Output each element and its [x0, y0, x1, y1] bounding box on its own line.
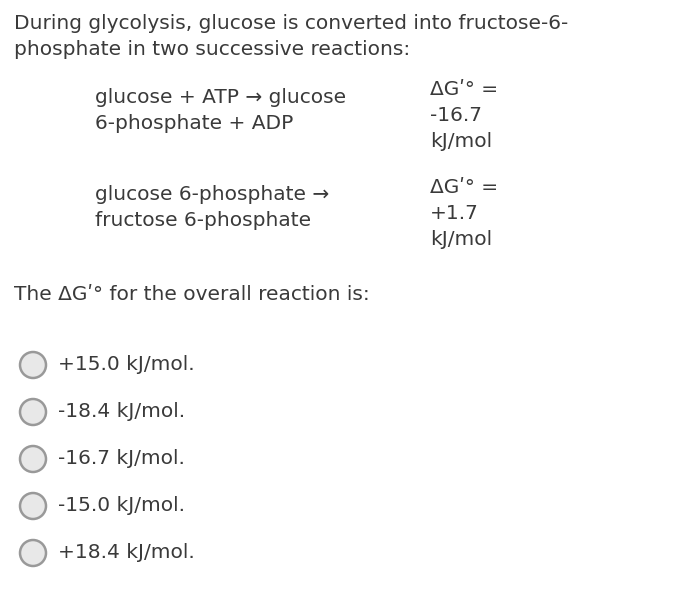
Circle shape: [20, 446, 46, 472]
Text: -15.0 kJ/mol.: -15.0 kJ/mol.: [58, 496, 185, 515]
Text: fructose 6-phosphate: fructose 6-phosphate: [95, 211, 311, 230]
Text: 6-phosphate + ADP: 6-phosphate + ADP: [95, 114, 293, 133]
Circle shape: [20, 493, 46, 519]
Text: ΔGʹ° =: ΔGʹ° =: [430, 80, 498, 99]
Text: glucose + ATP → glucose: glucose + ATP → glucose: [95, 88, 346, 107]
Text: kJ/mol: kJ/mol: [430, 230, 492, 249]
Text: +1.7: +1.7: [430, 204, 479, 223]
Text: -18.4 kJ/mol.: -18.4 kJ/mol.: [58, 402, 185, 421]
Text: kJ/mol: kJ/mol: [430, 132, 492, 151]
Text: phosphate in two successive reactions:: phosphate in two successive reactions:: [14, 40, 410, 59]
Text: ΔGʹ° =: ΔGʹ° =: [430, 178, 498, 197]
Text: -16.7: -16.7: [430, 106, 482, 125]
Text: During glycolysis, glucose is converted into fructose-6-: During glycolysis, glucose is converted …: [14, 14, 568, 33]
Text: The ΔGʹ° for the overall reaction is:: The ΔGʹ° for the overall reaction is:: [14, 285, 370, 304]
Circle shape: [20, 352, 46, 378]
Text: -16.7 kJ/mol.: -16.7 kJ/mol.: [58, 449, 185, 468]
Text: +15.0 kJ/mol.: +15.0 kJ/mol.: [58, 355, 195, 374]
Circle shape: [20, 399, 46, 425]
Circle shape: [20, 540, 46, 566]
Text: glucose 6-phosphate →: glucose 6-phosphate →: [95, 185, 329, 204]
Text: +18.4 kJ/mol.: +18.4 kJ/mol.: [58, 543, 195, 562]
